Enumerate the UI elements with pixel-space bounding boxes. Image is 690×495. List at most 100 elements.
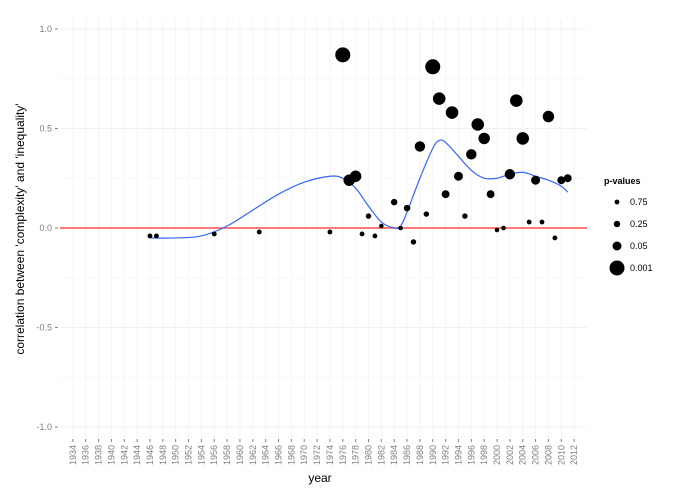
x-tick-label: 2008 [543, 445, 553, 465]
x-tick-label: 1950 [171, 445, 181, 465]
data-point [478, 132, 490, 145]
legend-key [609, 260, 625, 276]
x-tick-label: 2000 [492, 445, 502, 465]
x-tick-label: 1990 [428, 445, 438, 465]
x-tick-label: 1952 [184, 445, 194, 465]
y-tick-label: 1.0 [39, 24, 52, 34]
data-point [552, 235, 558, 241]
data-point [542, 110, 555, 123]
x-tick-label: 1988 [415, 445, 425, 465]
x-tick-label: 2002 [505, 445, 515, 465]
x-tick-label: 2010 [556, 445, 566, 465]
x-tick-label: 1966 [274, 445, 284, 465]
x-tick-label: 1934 [68, 445, 78, 465]
x-axis-title: year [308, 471, 331, 485]
x-tick-label: 1940 [106, 445, 116, 465]
data-point [557, 176, 566, 185]
data-point [432, 92, 446, 105]
x-tick-label: 1954 [196, 445, 206, 465]
y-tick-label: 0.5 [39, 123, 52, 133]
data-point [563, 174, 572, 183]
data-point [466, 149, 477, 160]
data-point [372, 233, 378, 239]
legend-key [614, 199, 620, 205]
x-tick-label: 1984 [389, 445, 399, 465]
data-point [379, 223, 384, 229]
data-point [425, 59, 441, 75]
x-tick-label: 1964 [261, 445, 271, 465]
data-point [211, 231, 217, 237]
data-point [256, 229, 262, 235]
data-point [486, 190, 495, 199]
legend-label: 0.75 [630, 197, 648, 207]
data-point [526, 219, 532, 225]
x-tick-label: 1994 [453, 445, 463, 465]
data-point [504, 169, 516, 180]
y-axis-title: correlation between 'complexity' and 'in… [13, 103, 27, 354]
x-tick-label: 1978 [351, 445, 361, 465]
x-tick-label: 1996 [466, 445, 476, 465]
data-point [335, 47, 351, 63]
data-point [501, 225, 506, 231]
data-point [410, 239, 417, 245]
x-tick-label: 1972 [312, 445, 322, 465]
x-tick-label: 1970 [299, 445, 309, 465]
x-tick-label: 1946 [145, 445, 155, 465]
y-tick-label: 0.0 [39, 223, 52, 233]
x-tick-label: 1938 [94, 445, 104, 465]
x-tick-label: 2006 [531, 445, 541, 465]
data-point [531, 175, 541, 185]
x-tick-label: 2012 [569, 445, 579, 465]
x-tick-label: 1962 [248, 445, 258, 465]
x-tick-label: 1942 [119, 445, 129, 465]
data-point [359, 231, 365, 237]
data-point [365, 213, 372, 219]
legend-label: 0.001 [630, 263, 653, 273]
data-point [445, 106, 459, 119]
legend-title: p-values [604, 176, 641, 186]
x-tick-label: 1936 [81, 445, 91, 465]
data-point [516, 132, 529, 145]
x-tick-label: 1982 [376, 445, 386, 465]
x-tick-label: 1956 [209, 445, 219, 465]
data-point [398, 225, 403, 231]
x-tick-label: 1958 [222, 445, 232, 465]
data-point [153, 233, 159, 239]
y-tick-label: -1.0 [36, 422, 52, 432]
data-point [423, 211, 430, 217]
x-tick-label: 1944 [132, 445, 142, 465]
x-tick-label: 1948 [158, 445, 168, 465]
data-point [510, 94, 523, 107]
data-point [453, 171, 463, 181]
legend-label: 0.25 [630, 219, 648, 229]
x-axis-ticks: 1934 1936 1938 1940 1942 1944 1946 1948 1950 1952… [68, 439, 579, 465]
legend: p-values 0.75 0.25 0.05 0.001 [604, 176, 653, 276]
y-axis-ticks: -1.0 -0.5 0.0 0.5 1.0 [36, 24, 58, 432]
x-tick-label: 1974 [325, 445, 335, 465]
data-point [494, 227, 500, 233]
legend-key [612, 241, 622, 251]
legend-key [613, 220, 621, 228]
data-point [471, 118, 485, 131]
legend-label: 0.05 [630, 241, 648, 251]
x-tick-label: 1992 [441, 445, 451, 465]
x-tick-label: 1976 [338, 445, 348, 465]
points-layer [147, 47, 572, 245]
data-point [327, 229, 333, 235]
data-point [462, 213, 468, 219]
data-point [147, 233, 153, 239]
x-tick-label: 1980 [363, 445, 373, 465]
x-tick-label: 1968 [286, 445, 296, 465]
x-tick-label: 2004 [518, 445, 528, 465]
x-tick-label: 1960 [235, 445, 245, 465]
y-tick-label: -0.5 [36, 323, 52, 333]
x-tick-label: 1986 [402, 445, 412, 465]
x-tick-label: 1998 [479, 445, 489, 465]
data-point [403, 204, 411, 212]
data-point [539, 219, 545, 225]
data-point [349, 170, 362, 182]
data-point [390, 198, 398, 206]
data-point [441, 190, 450, 199]
data-point [414, 141, 426, 152]
